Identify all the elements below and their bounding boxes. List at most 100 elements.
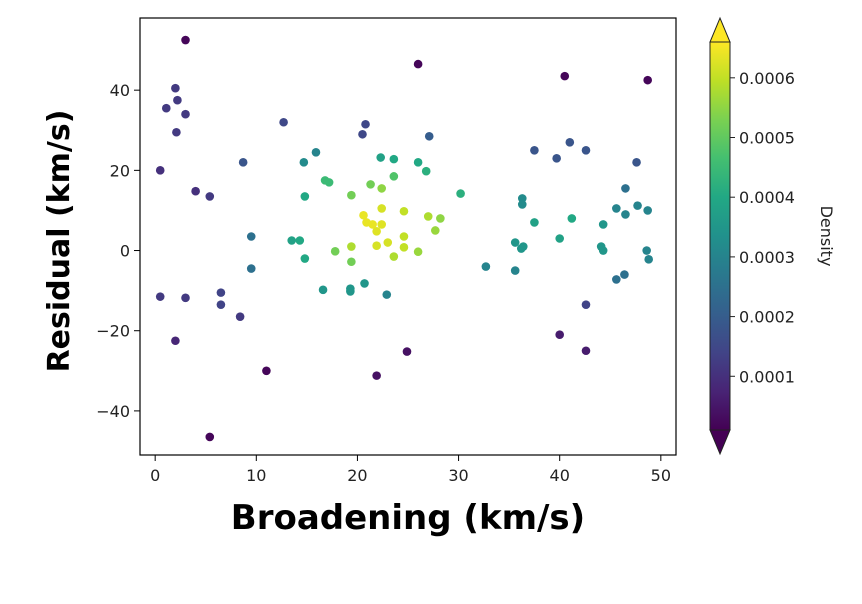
scatter-point	[621, 184, 630, 193]
scatter-point	[431, 226, 440, 235]
scatter-point	[413, 247, 423, 257]
scatter-point	[552, 154, 561, 163]
scatter-point	[191, 186, 200, 196]
x-tick-label: 50	[651, 466, 671, 485]
scatter-point	[598, 246, 608, 255]
scatter-point	[347, 257, 356, 267]
scatter-point	[346, 287, 355, 296]
scatter-point	[262, 366, 271, 376]
y-axis-label: Residual (km/s)	[42, 110, 77, 373]
scatter-point	[360, 279, 369, 288]
scatter-point	[366, 180, 375, 189]
scatter-point	[413, 59, 423, 69]
scatter-point	[383, 238, 393, 247]
y-axis-ticks: −40 −20 0 20 40	[96, 81, 140, 421]
scatter-point	[181, 293, 190, 303]
scatter-point	[632, 158, 641, 167]
scatter-point	[555, 234, 564, 243]
scatter-point	[399, 206, 409, 216]
scatter-point	[161, 103, 171, 113]
scatter-point	[436, 214, 445, 223]
scatter-point	[216, 288, 226, 297]
scatter-point	[318, 285, 328, 295]
scatter-point	[173, 95, 182, 105]
scatter-point	[287, 236, 296, 245]
plot-frame	[139, 17, 677, 456]
scatter-point	[456, 189, 465, 198]
scatter-point	[311, 148, 321, 157]
scatter-point	[235, 312, 245, 321]
scatter-point	[612, 275, 621, 284]
colorbar-label: Density	[817, 206, 836, 267]
scatter-point	[205, 432, 215, 442]
scatter-point	[567, 214, 577, 223]
scatter-point	[246, 264, 256, 273]
scatter-point	[643, 206, 652, 215]
scatter-point	[510, 266, 520, 275]
colorbar-tick-label: 0.0003	[739, 248, 795, 267]
scatter-point	[421, 166, 431, 176]
scatter-point	[181, 35, 190, 45]
scatter-point	[389, 172, 399, 181]
scatter-point	[171, 336, 180, 346]
scatter-point	[481, 262, 491, 271]
scatter-point	[376, 153, 385, 162]
scatter-point	[530, 218, 539, 227]
scatter-point	[620, 270, 629, 279]
colorbar-tick-label: 0.0002	[739, 308, 795, 327]
scatter-point	[621, 210, 630, 219]
scatter-point	[517, 194, 527, 203]
scatter-point	[347, 242, 356, 251]
scatter-point	[377, 204, 387, 213]
colorbar-body	[710, 42, 730, 430]
scatter-point	[377, 220, 387, 229]
points-layer	[155, 35, 653, 442]
scatter-point	[530, 146, 539, 155]
scatter-point	[399, 243, 409, 252]
scatter-point	[413, 158, 423, 167]
scatter-point	[402, 347, 412, 356]
scatter-point	[516, 244, 526, 253]
scatter-point	[300, 254, 310, 263]
scatter-point	[581, 346, 591, 356]
scatter-point	[581, 300, 591, 309]
x-axis-label: Broadening (km/s)	[231, 498, 585, 538]
colorbar-tick-label: 0.0001	[739, 367, 795, 386]
colorbar-ticks: 0.0001 0.0002 0.0003 0.0004 0.0005 0.0006	[730, 69, 795, 386]
scatter-point	[377, 184, 387, 193]
y-tick-label: 20	[110, 161, 130, 180]
x-tick-label: 20	[347, 466, 367, 485]
scatter-point	[633, 201, 642, 210]
scatter-point	[155, 292, 165, 301]
scatter-point	[359, 210, 368, 220]
scatter-point	[238, 158, 248, 167]
colorbar-extend-top	[709, 16, 731, 43]
scatter-point	[358, 129, 367, 139]
scatter-point	[389, 154, 399, 164]
scatter-point	[300, 192, 310, 201]
scatter-point	[246, 232, 256, 241]
scatter-point	[643, 75, 652, 85]
scatter-point	[517, 200, 527, 209]
x-axis-ticks: 0 10 20 30 40 50	[150, 455, 671, 485]
scatter-point	[581, 146, 591, 155]
scatter-point	[423, 212, 433, 221]
x-tick-label: 40	[550, 466, 570, 485]
colorbar: 0.0001 0.0002 0.0003 0.0004 0.0005 0.0006 Den…	[709, 16, 836, 456]
colorbar-tick-label: 0.0004	[739, 188, 795, 207]
scatter-point	[368, 220, 377, 229]
scatter-point	[279, 117, 288, 127]
scatter-point	[372, 371, 381, 380]
scatter-point	[216, 300, 226, 309]
scatter-point	[299, 158, 309, 167]
y-tick-label: 0	[120, 242, 130, 261]
scatter-point	[361, 119, 370, 129]
y-tick-label: −40	[96, 402, 130, 421]
scatter-point	[382, 290, 392, 299]
scatter-point	[560, 71, 570, 81]
scatter-point	[295, 236, 305, 245]
scatter-point	[181, 109, 190, 119]
scatter-point	[424, 131, 434, 141]
colorbar-tick-label: 0.0006	[739, 69, 795, 88]
